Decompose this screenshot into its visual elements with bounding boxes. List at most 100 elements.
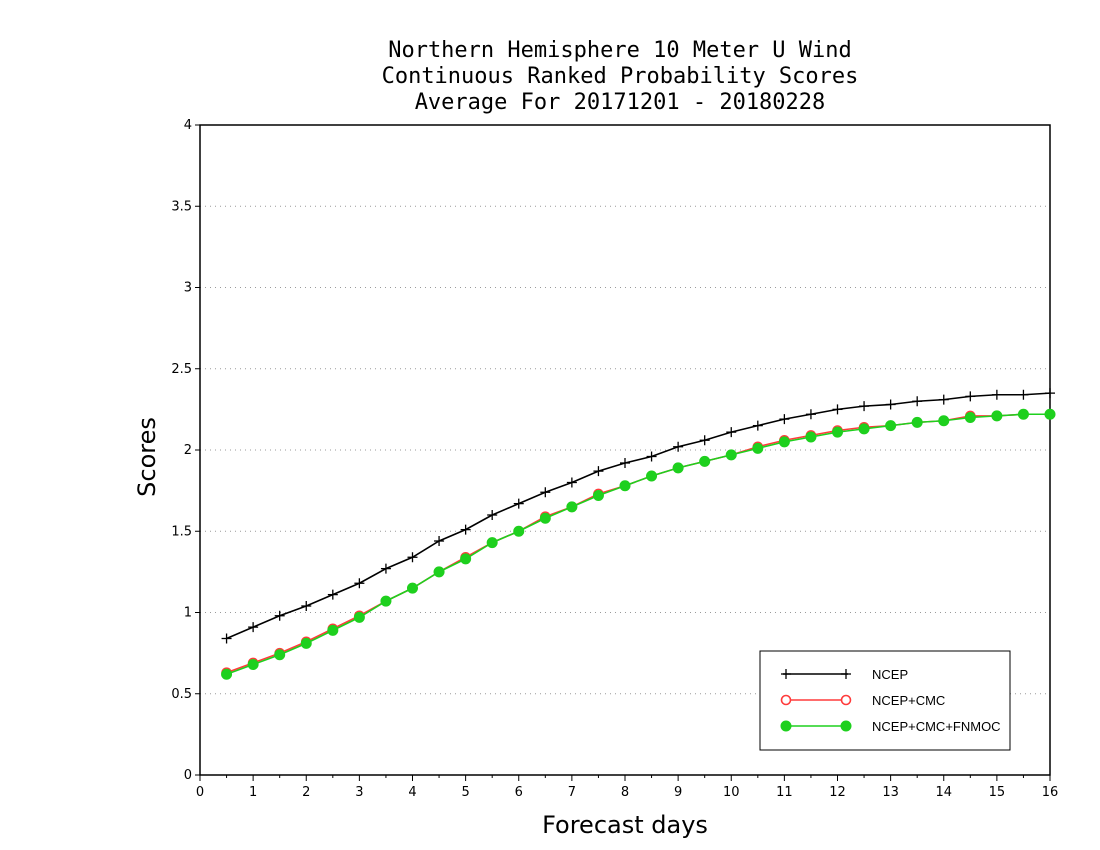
data-point xyxy=(433,566,445,578)
data-point xyxy=(434,536,445,546)
y-tick-label: 3.5 xyxy=(171,199,192,214)
data-point xyxy=(1044,408,1056,420)
x-tick-label: 14 xyxy=(935,785,952,800)
data-point xyxy=(991,410,1003,422)
data-point xyxy=(885,420,897,432)
data-point xyxy=(592,490,604,501)
y-tick-label: 4 xyxy=(184,118,192,133)
x-tick-label: 6 xyxy=(515,785,523,800)
data-point xyxy=(247,659,259,670)
legend-marker-right xyxy=(840,720,852,732)
data-point xyxy=(938,415,950,427)
series-line-0 xyxy=(226,392,1051,640)
data-point xyxy=(540,487,551,498)
x-tick-label: 1 xyxy=(249,785,257,800)
data-point xyxy=(991,389,1002,400)
data-point xyxy=(1045,388,1055,399)
y-tick-label: 1 xyxy=(184,606,192,621)
legend-marker-right xyxy=(841,669,851,679)
legend-marker-left xyxy=(781,669,791,679)
data-point xyxy=(646,451,657,462)
data-point xyxy=(778,436,790,448)
y-tick-label: 2 xyxy=(184,443,192,458)
x-tick-label: 8 xyxy=(621,785,629,800)
data-point xyxy=(407,552,418,563)
data-point xyxy=(858,423,870,435)
data-point xyxy=(965,391,976,402)
data-point xyxy=(221,633,232,644)
data-point xyxy=(832,404,843,415)
legend-marker-left xyxy=(780,720,792,732)
legend-entry-2: NCEP+CMC+FNMOC xyxy=(780,719,1001,734)
x-tick-label: 12 xyxy=(829,785,846,800)
x-tick-label: 3 xyxy=(355,785,363,800)
data-point xyxy=(964,412,976,423)
data-point xyxy=(699,435,710,446)
data-point xyxy=(1017,408,1029,420)
data-point xyxy=(752,420,763,431)
data-point xyxy=(327,589,338,600)
title-line-2: Continuous Ranked Probability Scores xyxy=(381,64,859,89)
data-point xyxy=(885,399,896,410)
legend-marker-left xyxy=(780,694,792,706)
data-point xyxy=(221,668,233,680)
x-tick-label: 15 xyxy=(989,785,1006,800)
data-point xyxy=(673,441,684,452)
data-point xyxy=(486,537,498,549)
legend-label: NCEP xyxy=(872,667,908,682)
y-tick-label: 0 xyxy=(184,768,192,783)
data-point xyxy=(566,501,578,513)
x-tick-label: 11 xyxy=(776,785,793,800)
data-point xyxy=(460,524,471,535)
data-point xyxy=(646,470,658,482)
data-point xyxy=(301,601,312,611)
data-point xyxy=(725,449,737,461)
x-tick-label: 7 xyxy=(568,785,576,800)
data-point xyxy=(539,512,551,524)
series-2 xyxy=(221,408,1056,680)
legend: NCEP NCEP+CMC NCEP+CMC+FNMOC xyxy=(759,650,1011,751)
series-line-1 xyxy=(226,413,1050,674)
gridlines xyxy=(200,205,1050,695)
data-point xyxy=(513,498,524,509)
data-point xyxy=(938,394,949,405)
data-point xyxy=(726,427,737,438)
data-point xyxy=(911,416,923,428)
axis-ticks: 00.511.522.533.540 1 2 3 4 5 6 7 8 9 10 11 12 13 14 15 1… xyxy=(171,118,1058,800)
series-0 xyxy=(221,388,1055,644)
x-tick-label: 10 xyxy=(723,785,740,800)
x-tick-label: 16 xyxy=(1042,785,1059,800)
data-point xyxy=(699,455,711,467)
data-point xyxy=(300,637,312,649)
data-point xyxy=(274,610,285,621)
x-tick-label: 5 xyxy=(461,785,469,800)
series-1 xyxy=(221,408,1056,678)
data-point xyxy=(672,462,684,474)
x-tick-label: 9 xyxy=(674,785,682,800)
data-point xyxy=(1018,389,1029,400)
legend-marker-right xyxy=(840,694,852,706)
legend-entry-1: NCEP+CMC xyxy=(780,693,945,708)
y-tick-label: 1.5 xyxy=(171,524,192,539)
data-point xyxy=(805,431,817,443)
x-tick-label: 2 xyxy=(302,785,310,800)
legend-label: NCEP+CMC xyxy=(872,693,945,708)
chart-title: Northern Hemisphere 10 Meter U Wind Cont… xyxy=(300,38,940,116)
x-tick-label: 4 xyxy=(408,785,416,800)
data-point xyxy=(354,578,365,589)
data-point xyxy=(487,510,498,520)
data-point xyxy=(248,622,259,633)
title-line-3: Average For 20171201 - 20180228 xyxy=(414,90,826,115)
legend-label: NCEP+CMC+FNMOC xyxy=(872,719,1001,734)
data-point xyxy=(779,414,790,425)
data-point xyxy=(380,595,392,607)
title-line-1: Northern Hemisphere 10 Meter U Wind xyxy=(388,38,852,63)
data-point xyxy=(619,480,631,492)
data-point xyxy=(620,458,630,468)
data-point xyxy=(327,624,339,636)
data-point xyxy=(859,401,870,412)
y-tick-label: 2.5 xyxy=(171,362,192,377)
data-point xyxy=(274,649,286,661)
data-point xyxy=(805,409,816,420)
x-axis-title: Forecast days xyxy=(542,811,708,839)
